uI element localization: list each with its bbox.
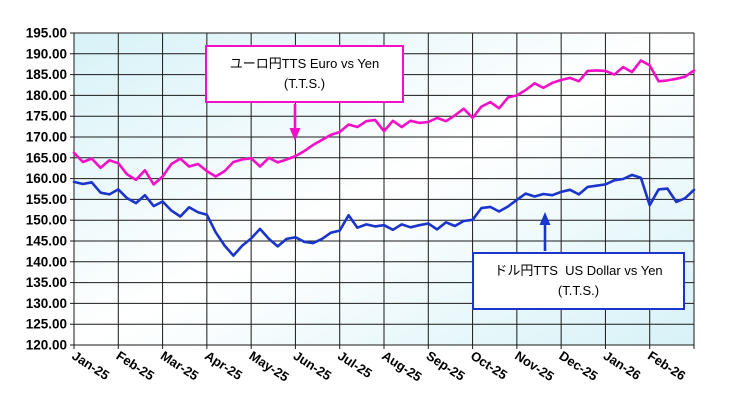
- usd-annotation-line1: ドル円TTS US Dollar vs Yen: [494, 263, 663, 278]
- y-tick-label: 185.00: [26, 67, 67, 82]
- y-tick-label: 130.00: [26, 296, 67, 311]
- y-tick-label: 150.00: [26, 213, 67, 228]
- y-tick-label: 195.00: [26, 26, 67, 41]
- y-tick-label: 175.00: [26, 109, 67, 124]
- x-tick-label: Jan-25: [69, 348, 112, 383]
- x-tick-label: Jun-25: [291, 348, 334, 383]
- euro-yen-line: [72, 59, 696, 186]
- y-tick-label: 155.00: [26, 192, 67, 207]
- x-tick-label: Jul-25: [335, 348, 375, 381]
- x-tick-label: Jan-26: [601, 348, 644, 383]
- x-tick-label: Apr-25: [202, 348, 245, 383]
- euro-annotation-line1: ユーロ円TTS Euro vs Yen: [229, 56, 380, 71]
- x-tick-label: Aug-25: [379, 348, 424, 385]
- euro-annotation-arrowhead: [289, 128, 301, 141]
- y-tick-label: 120.00: [26, 338, 67, 353]
- x-tick-label: Sep-25: [424, 348, 468, 384]
- x-tick-label: Feb-26: [645, 348, 688, 383]
- y-tick-label: 170.00: [26, 130, 67, 145]
- usd-yen-line: [72, 173, 696, 257]
- x-tick-label: May-25: [247, 348, 292, 385]
- usd-annotation-box: ドル円TTS US Dollar vs Yen (T.T.S.): [472, 252, 685, 310]
- y-tick-label: 135.00: [26, 275, 67, 290]
- x-tick-label: Feb-25: [114, 348, 157, 383]
- x-tick-label: Oct-25: [468, 348, 510, 383]
- y-tick-label: 140.00: [26, 254, 67, 269]
- y-tick-label: 145.00: [26, 234, 67, 249]
- y-tick-label: 165.00: [26, 150, 67, 165]
- usd-annotation-arrowhead: [539, 212, 551, 225]
- x-tick-label: Mar-25: [158, 348, 201, 383]
- y-tick-label: 180.00: [26, 88, 67, 103]
- x-tick-label: Dec-25: [557, 348, 601, 384]
- y-tick-label: 125.00: [26, 317, 67, 332]
- euro-annotation-box: ユーロ円TTS Euro vs Yen (T.T.S.): [205, 45, 404, 103]
- y-tick-label: 160.00: [26, 171, 67, 186]
- euro-annotation-line2: (T.T.S.): [283, 76, 326, 91]
- x-tick-label: Nov-25: [512, 348, 557, 384]
- y-tick-label: 190.00: [26, 46, 67, 61]
- usd-annotation-line2: (T.T.S.): [557, 283, 600, 298]
